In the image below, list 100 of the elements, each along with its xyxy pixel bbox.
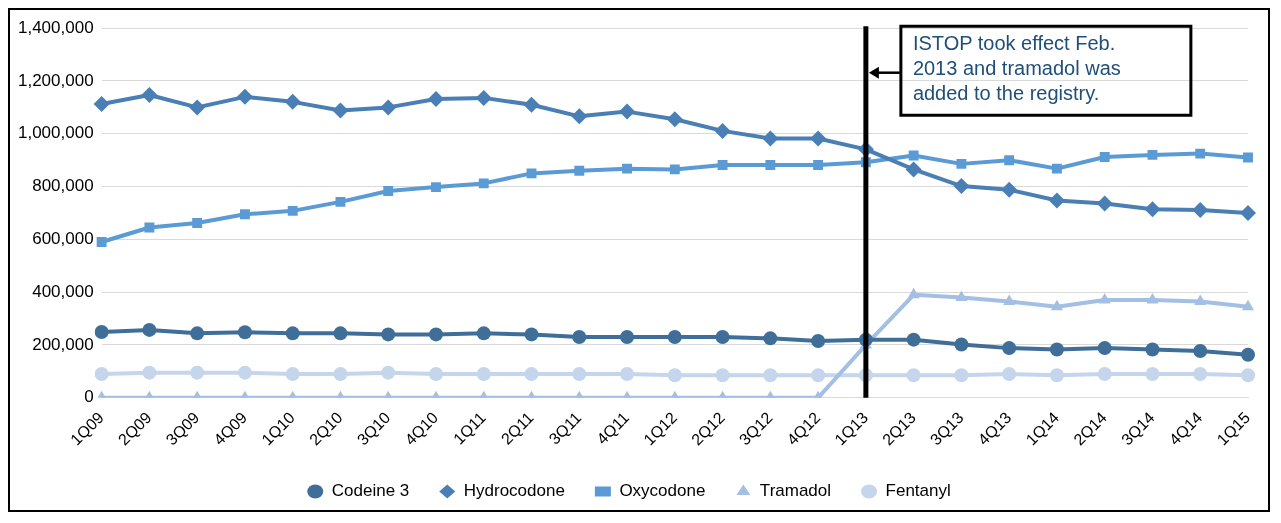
point xyxy=(908,150,919,161)
point xyxy=(620,366,635,381)
point xyxy=(1049,342,1064,357)
point xyxy=(94,325,109,340)
point xyxy=(1002,341,1017,356)
point xyxy=(1098,293,1111,304)
point xyxy=(335,196,346,207)
point xyxy=(427,90,444,107)
point xyxy=(1243,152,1253,163)
point xyxy=(811,334,826,348)
point xyxy=(765,159,776,170)
point xyxy=(1192,202,1209,219)
point xyxy=(524,327,539,342)
point xyxy=(144,222,155,233)
point xyxy=(906,368,921,383)
point xyxy=(1193,344,1208,359)
point xyxy=(954,368,969,383)
point xyxy=(1002,366,1017,381)
point xyxy=(667,368,682,383)
point xyxy=(192,218,203,228)
point xyxy=(1049,368,1064,383)
point xyxy=(96,237,107,247)
point xyxy=(953,178,970,195)
point xyxy=(287,205,298,216)
point xyxy=(1147,149,1158,160)
point xyxy=(141,86,158,103)
point xyxy=(1004,155,1015,166)
point xyxy=(431,182,441,193)
point xyxy=(190,326,205,341)
point xyxy=(142,322,157,337)
point xyxy=(476,366,491,381)
point xyxy=(622,163,632,174)
point xyxy=(239,209,250,220)
point xyxy=(190,365,205,380)
point xyxy=(907,287,920,299)
point xyxy=(1050,299,1063,311)
point xyxy=(1145,366,1160,381)
point xyxy=(1145,342,1160,357)
y-tick-label: 600,000 xyxy=(32,229,94,249)
y-tick-label: 0 xyxy=(84,387,94,407)
point xyxy=(1097,366,1112,381)
point xyxy=(715,368,730,383)
point xyxy=(237,325,252,340)
point xyxy=(1048,192,1065,209)
ref-line-label: ISTOP took effect Feb. 2013 and tramadol was added to the registry. xyxy=(912,31,1121,104)
point xyxy=(1144,201,1161,218)
point xyxy=(475,89,492,106)
legend-label: Oxycodone xyxy=(619,481,706,501)
point xyxy=(285,366,300,381)
point xyxy=(666,111,683,128)
point xyxy=(1099,152,1110,162)
point xyxy=(1241,347,1255,362)
point xyxy=(94,366,109,381)
point xyxy=(1001,181,1018,198)
point xyxy=(572,330,587,345)
point xyxy=(714,122,731,139)
legend-label: Fentanyl xyxy=(885,481,951,501)
point xyxy=(1241,299,1255,311)
legend-label: Tramadol xyxy=(759,481,832,501)
point xyxy=(1146,293,1159,304)
point xyxy=(237,365,252,380)
point xyxy=(905,161,922,178)
y-tick-label: 1,400,000 xyxy=(17,17,94,37)
point xyxy=(189,99,206,116)
point xyxy=(524,366,539,381)
point xyxy=(906,332,921,347)
point xyxy=(1194,294,1207,305)
point xyxy=(667,330,682,345)
point xyxy=(717,159,728,170)
point xyxy=(669,164,680,175)
point xyxy=(1240,204,1256,221)
y-tick-label: 1,000,000 xyxy=(17,123,94,143)
point xyxy=(762,130,779,147)
point xyxy=(813,159,824,170)
y-tick-label: 1,200,000 xyxy=(17,70,94,90)
point xyxy=(381,365,396,380)
point xyxy=(428,366,443,381)
point xyxy=(763,331,778,346)
point xyxy=(1096,195,1113,212)
point xyxy=(956,158,967,169)
point xyxy=(810,130,827,147)
point xyxy=(526,168,537,179)
legend-label: Hydrocodone xyxy=(463,481,565,501)
point xyxy=(380,99,397,116)
point xyxy=(1193,366,1208,381)
point xyxy=(478,178,489,189)
point xyxy=(285,326,300,341)
point xyxy=(1241,368,1255,383)
point xyxy=(1003,294,1016,305)
point xyxy=(715,330,730,345)
legend-label: Codeine 3 xyxy=(331,481,410,501)
point xyxy=(1097,341,1112,356)
y-tick-label: 200,000 xyxy=(32,334,94,354)
point xyxy=(523,96,540,113)
point xyxy=(93,95,110,112)
point xyxy=(383,186,394,197)
point xyxy=(476,326,491,341)
point xyxy=(332,102,349,119)
point xyxy=(955,290,968,301)
y-tick-label: 800,000 xyxy=(32,176,94,196)
